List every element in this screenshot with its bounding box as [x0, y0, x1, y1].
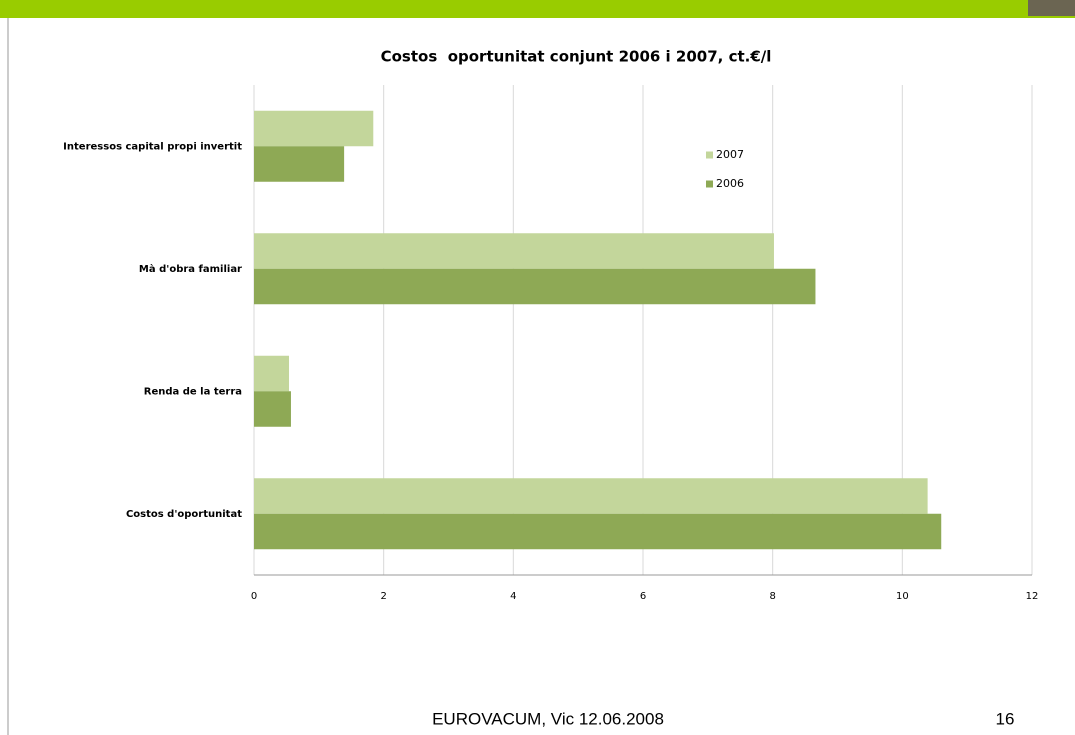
legend-swatch: [706, 151, 713, 159]
footer: EUROVACUM, Vic 12.06.2008: [432, 709, 664, 728]
bar: [254, 478, 928, 514]
bar: [254, 513, 942, 550]
x-tick-label: 10: [896, 591, 909, 602]
legend-label: 2007: [716, 148, 744, 161]
y-tick-label: Costos d'oportunitat: [126, 509, 242, 520]
bar: [254, 110, 374, 147]
y-tick-label: Renda de la terra: [144, 386, 242, 397]
chart-title: Costos oportunitat conjunt 2006 i 2007, …: [381, 48, 772, 66]
x-tick-label: 4: [510, 591, 516, 602]
bar: [254, 391, 291, 427]
page-number: 16: [996, 709, 1015, 728]
logo-image: [1028, 0, 1075, 16]
y-tick-label: Interessos capital propi invertit: [63, 141, 242, 152]
y-tick-label: Mà d'obra familiar: [139, 263, 242, 275]
bar: [254, 146, 345, 182]
x-tick-label: 0: [251, 591, 257, 602]
header-band: [0, 0, 1075, 18]
x-tick-label: 8: [769, 591, 775, 602]
legend-label: 2006: [716, 177, 744, 190]
x-tick-label: 12: [1026, 591, 1039, 602]
bar: [254, 268, 816, 305]
bar: [254, 233, 774, 269]
bar: [254, 355, 290, 392]
x-tick-label: 6: [640, 591, 646, 602]
legend-swatch: [706, 180, 713, 188]
x-tick-label: 2: [380, 591, 386, 602]
